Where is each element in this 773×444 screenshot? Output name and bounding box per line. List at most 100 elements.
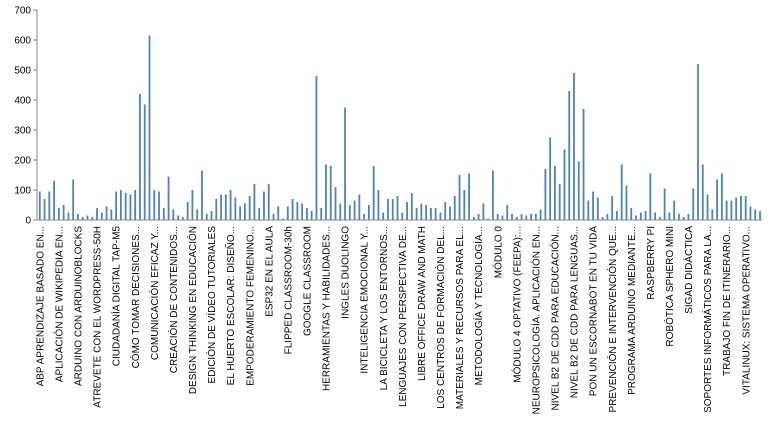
bar bbox=[220, 194, 222, 220]
bar bbox=[759, 211, 761, 220]
bar bbox=[592, 191, 594, 220]
bar bbox=[162, 208, 165, 220]
bar bbox=[105, 206, 108, 220]
bar bbox=[253, 184, 256, 220]
x-tick-label: CREACIÓN DE CONTENIDOS... bbox=[167, 226, 180, 373]
bar bbox=[725, 200, 728, 220]
bar bbox=[444, 202, 447, 220]
bar bbox=[401, 212, 404, 220]
bar bbox=[449, 206, 451, 220]
bar bbox=[248, 196, 251, 220]
bar bbox=[639, 212, 642, 220]
x-tick-label: RASPBERRY PI bbox=[646, 226, 657, 300]
bar bbox=[382, 212, 385, 220]
y-tick-label: 300 bbox=[14, 126, 31, 137]
bar bbox=[334, 187, 337, 220]
bar bbox=[406, 202, 408, 220]
bar bbox=[367, 205, 370, 220]
bar bbox=[558, 184, 561, 220]
bar bbox=[372, 166, 375, 220]
bar bbox=[315, 76, 318, 220]
bar bbox=[115, 191, 118, 220]
bar bbox=[468, 173, 470, 220]
bar bbox=[391, 199, 394, 220]
bar bbox=[644, 211, 647, 220]
y-tick-label: 0 bbox=[25, 216, 31, 227]
x-tick-label: ESP32 EN EL AULA bbox=[264, 226, 275, 317]
bar bbox=[62, 205, 65, 220]
bar bbox=[48, 191, 51, 220]
bar bbox=[282, 218, 284, 220]
bar bbox=[339, 203, 342, 220]
bar bbox=[506, 205, 509, 220]
x-tick-label: NIVEL B2 DE CDD PARA EDUCACIÓN... bbox=[549, 226, 562, 411]
bar bbox=[77, 214, 79, 220]
bar bbox=[186, 202, 189, 220]
bar bbox=[210, 211, 213, 220]
bar bbox=[301, 203, 304, 220]
bar bbox=[286, 206, 289, 220]
bar bbox=[181, 217, 184, 220]
bar bbox=[534, 214, 537, 220]
x-tick-label: MÓDULO 4 OPTATIVO (FEEPA):... bbox=[510, 226, 523, 383]
bar bbox=[110, 209, 113, 220]
bar bbox=[430, 208, 432, 220]
bar bbox=[305, 208, 308, 220]
bar bbox=[96, 208, 98, 220]
bar bbox=[625, 185, 628, 220]
bar bbox=[706, 194, 709, 220]
x-tick-label: VITALINUX: SISTEMA OPERATIVO... bbox=[741, 226, 752, 395]
bar bbox=[520, 214, 523, 220]
x-tick-label: LENGUAJES CON PERSPECTIVA DE... bbox=[398, 226, 409, 407]
bar bbox=[463, 190, 466, 220]
y-tick-label: 500 bbox=[14, 66, 31, 77]
bar bbox=[577, 161, 580, 220]
bar bbox=[663, 188, 666, 220]
bar bbox=[654, 212, 656, 220]
bar bbox=[549, 137, 552, 220]
x-tick-label: NEUROPSICOLOGÍA. APLICACIÓN EN... bbox=[529, 226, 542, 414]
bar bbox=[91, 217, 94, 220]
bar bbox=[215, 199, 218, 220]
x-tick-label: MATERIALES Y RECURSOS PARA EL... bbox=[455, 226, 466, 409]
bar bbox=[258, 208, 261, 220]
x-tick-label: LA BICICLETA Y LOS ENTORNOS... bbox=[379, 226, 390, 390]
bar bbox=[410, 193, 413, 220]
x-tick-label: SIGAD DIDÁCTICA bbox=[682, 226, 695, 314]
bar bbox=[740, 196, 742, 220]
x-tick-label: COMUNICACIÓN EFICAZ Y... bbox=[148, 226, 161, 360]
bar bbox=[53, 181, 55, 220]
bar bbox=[263, 191, 265, 220]
x-tick-label: ARDUINO CON ARDUINOBLOCKS bbox=[74, 226, 85, 386]
bar bbox=[673, 200, 676, 220]
bar bbox=[387, 199, 389, 220]
bar bbox=[100, 212, 103, 220]
bar bbox=[72, 179, 75, 220]
x-tick-label: DESIGN THINKING EN EDUCACIÓN bbox=[186, 226, 199, 394]
bar bbox=[310, 211, 313, 220]
bar bbox=[701, 164, 704, 220]
bar bbox=[492, 170, 494, 220]
x-tick-label: SOPORTES INFORMÁTICOS PARA LA... bbox=[701, 226, 714, 413]
bar bbox=[544, 169, 547, 220]
bar bbox=[124, 193, 127, 220]
bar bbox=[377, 190, 380, 220]
x-tick-label: LOS CENTROS DE FORMACIÓN DEL... bbox=[434, 226, 447, 409]
bar bbox=[649, 173, 652, 220]
bar bbox=[38, 191, 41, 220]
bar bbox=[425, 205, 428, 220]
bar bbox=[267, 184, 270, 220]
bar bbox=[129, 194, 132, 220]
bar bbox=[57, 208, 60, 220]
x-tick-label: ROBÓTICA SPHERO MINI bbox=[663, 226, 676, 347]
bar bbox=[596, 197, 599, 220]
x-tick-label: ATREVETE CON EL WORDPRESS-50H bbox=[93, 226, 104, 408]
bar bbox=[86, 215, 89, 220]
y-tick-label: 600 bbox=[14, 36, 31, 47]
bar bbox=[515, 217, 518, 220]
bar bbox=[616, 211, 618, 220]
bar bbox=[678, 214, 680, 220]
x-tick-label: ABP APRENDIZAJE BASADO EN... bbox=[35, 226, 46, 386]
x-tick-label: FLIPPED CLASSROOM-30h bbox=[283, 226, 294, 354]
